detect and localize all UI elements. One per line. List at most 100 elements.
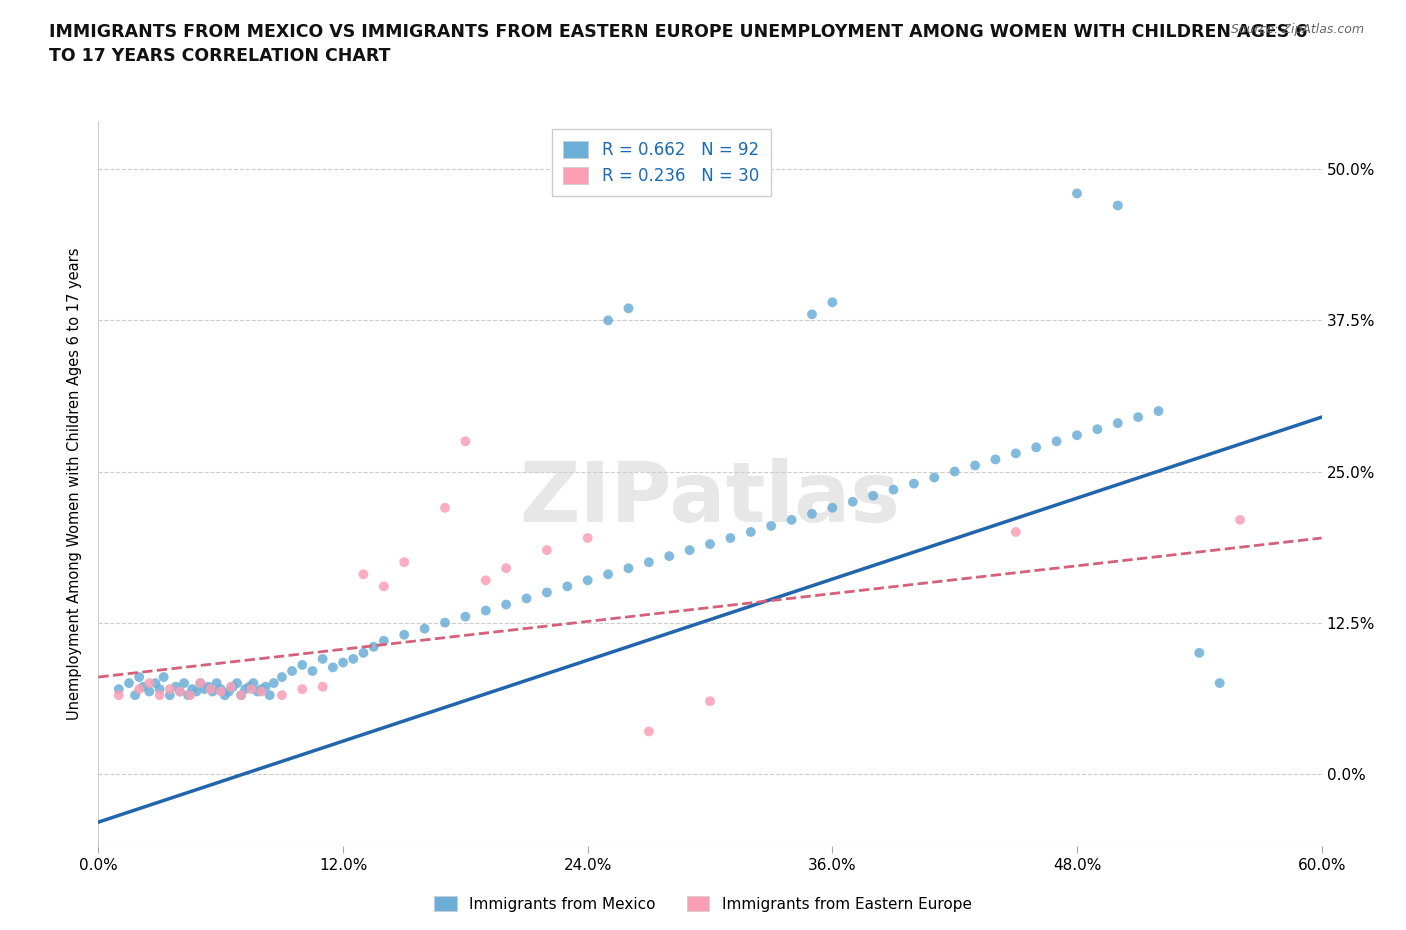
Point [322, 660, 344, 675]
Point [312, 679, 335, 694]
Point [250, 684, 273, 699]
Point [209, 684, 232, 699]
Text: ZIPatlas: ZIPatlas [520, 458, 900, 538]
Point [138, 684, 160, 699]
Point [740, 525, 762, 539]
Point [173, 675, 195, 690]
Point [231, 688, 253, 703]
Point [862, 488, 884, 503]
Point [699, 694, 721, 709]
Point [352, 567, 374, 582]
Point [984, 452, 1007, 467]
Text: IMMIGRANTS FROM MEXICO VS IMMIGRANTS FROM EASTERN EUROPE UNEMPLOYMENT AMONG WOME: IMMIGRANTS FROM MEXICO VS IMMIGRANTS FRO… [49, 23, 1308, 65]
Point [177, 688, 200, 703]
Point [598, 312, 620, 328]
Point [128, 670, 150, 684]
Point [188, 675, 212, 690]
Point [200, 682, 222, 697]
Point [193, 682, 215, 697]
Point [149, 682, 172, 697]
Point [1004, 445, 1026, 460]
Point [138, 675, 160, 690]
Point [1107, 198, 1129, 213]
Point [301, 664, 323, 679]
Point [169, 684, 191, 699]
Point [637, 554, 661, 569]
Point [576, 530, 599, 545]
Point [291, 658, 314, 672]
Point [536, 585, 558, 600]
Point [179, 688, 201, 703]
Point [281, 664, 304, 679]
Point [1085, 422, 1108, 437]
Point [342, 651, 364, 666]
Point [197, 679, 219, 694]
Point [536, 542, 558, 557]
Point [883, 483, 905, 498]
Point [373, 633, 395, 648]
Point [1066, 186, 1088, 201]
Point [363, 640, 385, 655]
Point [576, 573, 599, 588]
Point [188, 675, 212, 690]
Point [246, 684, 269, 699]
Point [1004, 525, 1026, 539]
Point [821, 500, 844, 515]
Point [152, 670, 174, 684]
Point [454, 609, 477, 624]
Point [233, 682, 256, 697]
Point [637, 724, 661, 738]
Point [352, 645, 374, 660]
Point [108, 688, 131, 703]
Point [392, 628, 416, 643]
Point [922, 471, 945, 485]
Point [118, 675, 141, 690]
Point [291, 682, 314, 697]
Point [242, 675, 264, 690]
Point [186, 684, 208, 699]
Point [1045, 433, 1069, 449]
Point [903, 476, 925, 491]
Point [1147, 404, 1170, 418]
Point [128, 682, 150, 697]
Point [495, 597, 517, 612]
Point [841, 495, 863, 510]
Point [699, 537, 721, 551]
Point [1107, 416, 1129, 431]
Point [617, 561, 640, 576]
Point [1025, 440, 1047, 455]
Point [761, 519, 783, 534]
Point [373, 578, 395, 594]
Point [658, 549, 681, 564]
Point [332, 655, 354, 670]
Point [679, 542, 702, 557]
Point [231, 688, 253, 703]
Y-axis label: Unemployment Among Women with Children Ages 6 to 17 years: Unemployment Among Women with Children A… [67, 247, 83, 720]
Point [250, 682, 273, 697]
Point [159, 682, 181, 697]
Point [218, 684, 240, 699]
Point [214, 688, 236, 703]
Point [821, 295, 844, 310]
Point [132, 679, 155, 694]
Point [965, 458, 987, 472]
Point [222, 679, 245, 694]
Point [145, 675, 167, 690]
Point [181, 682, 204, 697]
Point [254, 679, 277, 694]
Point [434, 616, 457, 631]
Point [226, 675, 249, 690]
Point [1188, 645, 1211, 660]
Point [270, 688, 294, 703]
Point [1229, 512, 1251, 527]
Point [149, 688, 172, 703]
Point [1128, 410, 1150, 425]
Point [434, 500, 457, 515]
Point [1066, 428, 1088, 443]
Point [780, 512, 803, 527]
Point [718, 530, 742, 545]
Point [617, 301, 640, 316]
Text: Source: ZipAtlas.com: Source: ZipAtlas.com [1230, 23, 1364, 36]
Point [801, 307, 824, 322]
Point [555, 578, 579, 594]
